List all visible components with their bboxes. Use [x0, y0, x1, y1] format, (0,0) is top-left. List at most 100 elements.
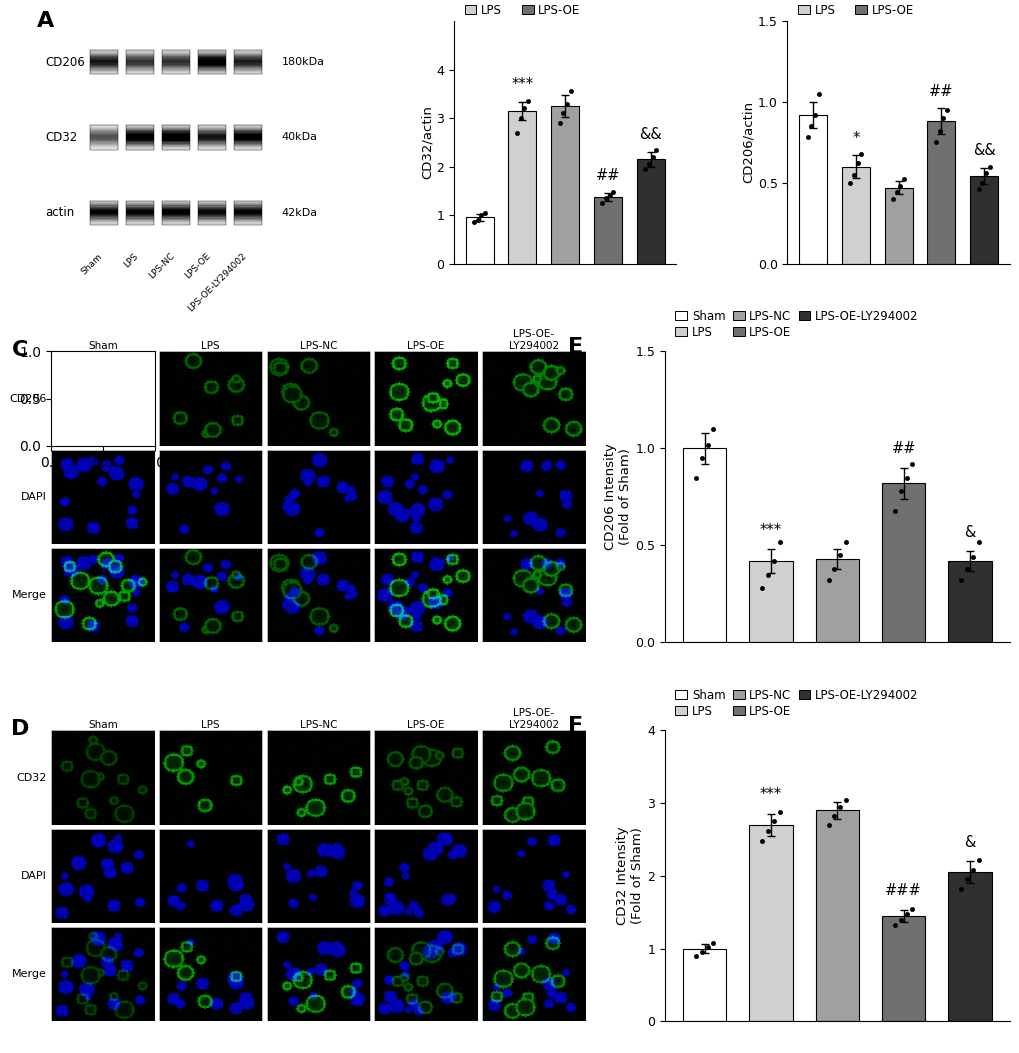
Bar	[162, 139, 190, 140]
Point	[687, 470, 703, 486]
Point	[765, 813, 782, 830]
Bar	[234, 202, 262, 203]
Title: LPS-NC: LPS-NC	[300, 719, 336, 730]
Legend: Sham, LPS, LPS-NC, LPS-OE, LPS-OE-LY294002: Sham, LPS, LPS-NC, LPS-OE, LPS-OE-LY2940…	[793, 0, 1019, 22]
Bar	[90, 144, 117, 146]
Point	[687, 948, 703, 965]
Y-axis label: DAPI: DAPI	[21, 492, 47, 502]
Bar	[90, 140, 117, 141]
Bar	[198, 216, 226, 218]
Bar	[162, 71, 190, 72]
Legend: Sham, LPS, LPS-NC, LPS-OE, LPS-OE-LY294002: Sham, LPS, LPS-NC, LPS-OE, LPS-OE-LY2940…	[671, 305, 922, 343]
Bar	[234, 132, 262, 133]
Bar	[162, 67, 190, 68]
Bar	[90, 55, 117, 56]
Bar	[126, 143, 154, 144]
Text: ##: ##	[928, 83, 953, 99]
Bar	[90, 125, 117, 126]
Bar	[126, 216, 154, 218]
Bar	[90, 214, 117, 215]
Title: LPS-OE: LPS-OE	[407, 341, 444, 351]
Bar	[126, 53, 154, 54]
Bar	[162, 148, 190, 150]
Bar	[90, 128, 117, 131]
Bar	[162, 53, 190, 54]
Bar	[162, 143, 190, 144]
Bar	[162, 204, 190, 205]
Point	[819, 816, 836, 833]
Text: &&: &&	[972, 143, 995, 158]
Bar	[162, 133, 190, 134]
Bar	[126, 146, 154, 147]
Bar	[198, 200, 226, 202]
Bar	[198, 204, 226, 205]
Bar	[90, 64, 117, 66]
Text: 40kDa: 40kDa	[281, 133, 317, 142]
Bar	[162, 131, 190, 132]
Bar	[198, 206, 226, 207]
Bar	[234, 206, 262, 207]
Bar	[126, 206, 154, 207]
Bar	[234, 125, 262, 150]
Bar	[162, 68, 190, 69]
Text: CD32: CD32	[46, 131, 77, 144]
Bar	[126, 132, 154, 133]
Point	[958, 560, 974, 577]
Bar	[126, 139, 154, 140]
Bar	[90, 146, 117, 147]
Bar	[162, 213, 190, 214]
Text: Sham: Sham	[79, 252, 104, 276]
Bar	[198, 214, 226, 215]
Point	[892, 178, 908, 195]
Point	[604, 183, 621, 200]
Bar	[90, 203, 117, 204]
Bar	[126, 74, 154, 75]
Bar	[234, 69, 262, 71]
Bar	[90, 219, 117, 220]
Bar	[90, 134, 117, 135]
Point	[953, 572, 969, 589]
Bar	[162, 132, 190, 133]
Bar	[198, 53, 226, 54]
Bar	[234, 63, 262, 64]
Bar	[162, 127, 190, 128]
Bar	[90, 60, 117, 61]
Bar	[234, 131, 262, 132]
Text: ***: ***	[759, 788, 782, 802]
Bar	[198, 146, 226, 147]
Bar	[198, 74, 226, 75]
Text: F: F	[568, 716, 583, 736]
Bar	[162, 218, 190, 219]
Bar	[234, 62, 262, 63]
Bar	[162, 51, 190, 75]
Bar	[162, 64, 190, 66]
Bar	[234, 223, 262, 224]
Bar	[90, 66, 117, 67]
Text: D: D	[11, 719, 30, 739]
Bar	[162, 212, 190, 213]
Bar	[198, 223, 226, 224]
Bar	[234, 60, 262, 61]
Bar	[198, 143, 226, 144]
Point	[832, 798, 848, 815]
Bar	[198, 144, 226, 146]
Point	[562, 83, 579, 100]
Bar	[162, 215, 190, 216]
Bar	[234, 147, 262, 148]
Bar	[162, 208, 190, 211]
Point	[964, 861, 980, 878]
Bar	[198, 125, 226, 150]
Bar	[126, 51, 154, 52]
Bar	[198, 212, 226, 213]
Bar	[198, 205, 226, 206]
Bar	[90, 147, 117, 148]
Bar	[636, 159, 664, 263]
Point	[693, 450, 709, 466]
Bar	[234, 127, 262, 128]
Point	[892, 911, 908, 928]
Point	[704, 420, 720, 437]
Bar	[162, 126, 190, 127]
Bar	[198, 135, 226, 136]
Bar	[126, 215, 154, 216]
Bar	[90, 207, 117, 208]
